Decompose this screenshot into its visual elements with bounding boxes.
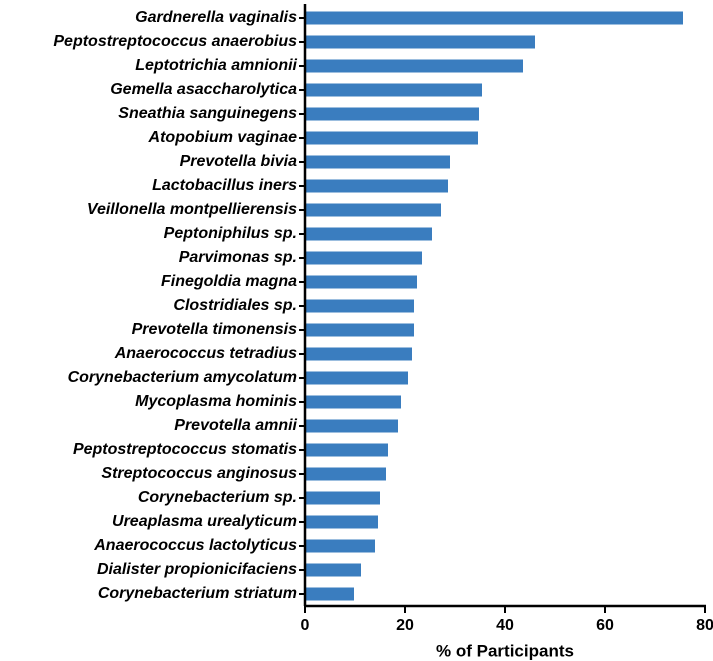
x-tick-label: 80: [696, 617, 713, 634]
bar: [305, 107, 479, 121]
y-tick-label: Gardnerella vaginalis: [135, 9, 297, 26]
bar: [305, 563, 361, 577]
bar: [305, 491, 380, 505]
bar: [305, 395, 401, 409]
y-tick-label: Anaerococcus tetradius: [114, 345, 297, 362]
bar: [305, 587, 354, 601]
bar: [305, 515, 378, 529]
bar: [305, 83, 482, 97]
bar: [305, 539, 375, 553]
y-tick-label: Anaerococcus lactolyticus: [93, 537, 297, 554]
y-tick-label: Atopobium vaginae: [148, 129, 298, 146]
bar: [305, 35, 535, 49]
y-tick-label: Peptostreptococcus stomatis: [73, 441, 297, 458]
y-tick-label: Veillonella montpellierensis: [87, 201, 297, 218]
y-tick-label: Sneathia sanguinegens: [118, 105, 297, 122]
bar: [305, 155, 450, 169]
bar: [305, 227, 432, 241]
bar: [305, 11, 683, 25]
y-tick-label: Streptococcus anginosus: [101, 465, 297, 482]
y-tick-label: Corynebacterium sp.: [138, 489, 297, 506]
y-tick-label: Leptotrichia amnionii: [135, 57, 297, 74]
bar: [305, 131, 478, 145]
y-tick-label: Peptostreptococcus anaerobius: [53, 33, 297, 50]
bar: [305, 443, 388, 457]
bar: [305, 59, 523, 73]
y-tick-label: Prevotella bivia: [180, 153, 297, 170]
bar: [305, 419, 398, 433]
bar: [305, 347, 412, 361]
y-tick-label: Corynebacterium amycolatum: [68, 369, 297, 386]
x-axis-title: % of Participants: [436, 641, 574, 660]
bar: [305, 299, 414, 313]
bar: [305, 251, 422, 265]
bar: [305, 467, 386, 481]
x-tick-label: 0: [301, 617, 310, 634]
bar: [305, 275, 417, 289]
bar: [305, 203, 441, 217]
y-tick-label: Prevotella amnii: [174, 417, 297, 434]
y-tick-label: Mycoplasma hominis: [135, 393, 297, 410]
y-tick-label: Corynebacterium striatum: [98, 585, 297, 602]
y-tick-label: Lactobacillus iners: [152, 177, 297, 194]
y-tick-label: Gemella asaccharolytica: [110, 81, 297, 98]
x-tick-label: 60: [596, 617, 614, 634]
y-tick-label: Clostridiales sp.: [173, 297, 297, 314]
y-tick-label: Peptoniphilus sp.: [164, 225, 297, 242]
x-tick-label: 40: [496, 617, 514, 634]
y-tick-label: Finegoldia magna: [161, 273, 297, 290]
y-tick-label: Parvimonas sp.: [179, 249, 297, 266]
bar: [305, 323, 414, 337]
y-tick-label: Dialister propionicifaciens: [97, 561, 297, 578]
x-tick-label: 20: [396, 617, 414, 634]
y-tick-label: Prevotella timonensis: [132, 321, 297, 338]
y-tick-label: Ureaplasma urealyticum: [112, 513, 297, 530]
bar: [305, 371, 408, 385]
bar: [305, 179, 448, 193]
